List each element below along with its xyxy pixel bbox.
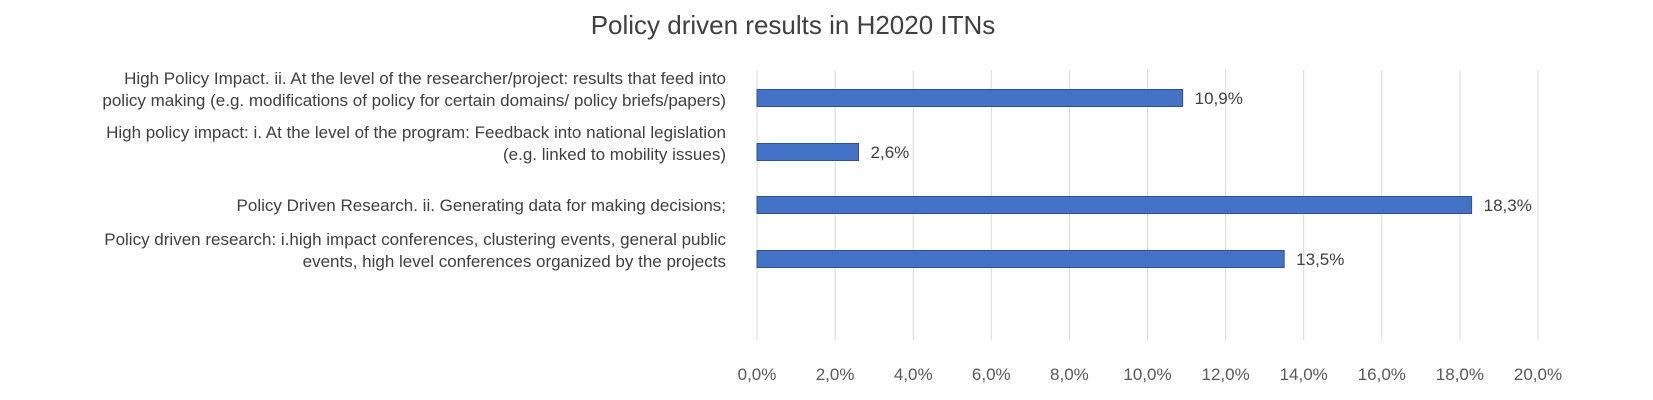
bar xyxy=(756,196,1473,214)
bars xyxy=(756,89,1473,268)
category-label: High Policy Impact. ii. At the level of … xyxy=(102,69,726,110)
x-tick-label: 4,0% xyxy=(894,365,933,384)
category-label-line: High policy impact: i. At the level of t… xyxy=(106,123,726,142)
data-label: 2,6% xyxy=(871,143,910,162)
x-tick-label: 8,0% xyxy=(1050,365,1089,384)
x-tick-label: 10,0% xyxy=(1123,365,1171,384)
category-label-line: events, high level conferences organized… xyxy=(303,252,726,271)
x-tick-label: 18,0% xyxy=(1436,365,1484,384)
category-label: High policy impact: i. At the level of t… xyxy=(106,123,726,164)
chart-title: Policy driven results in H2020 ITNs xyxy=(591,10,996,40)
category-label-line: policy making (e.g. modifications of pol… xyxy=(102,91,726,110)
category-label: Policy Driven Research. ii. Generating d… xyxy=(237,196,726,215)
x-tick-label: 12,0% xyxy=(1201,365,1249,384)
category-label-line: Policy driven research: i.high impact co… xyxy=(104,230,726,249)
x-tick-label: 16,0% xyxy=(1358,365,1406,384)
data-label: 13,5% xyxy=(1296,250,1344,269)
bar xyxy=(756,89,1184,107)
category-labels: High Policy Impact. ii. At the level of … xyxy=(102,69,726,271)
x-tick-label: 2,0% xyxy=(816,365,855,384)
category-label-line: High Policy Impact. ii. At the level of … xyxy=(124,69,726,88)
x-axis-ticks: 0,0% 2,0% 4,0% 6,0% 8,0% 10,0% 12,0% 14,0% 16,0%… xyxy=(738,365,1562,384)
category-label-line: (e.g. linked to mobility issues) xyxy=(503,145,726,164)
bar xyxy=(756,250,1285,268)
data-label: 18,3% xyxy=(1484,196,1532,215)
x-tick-label: 0,0% xyxy=(738,365,777,384)
category-label-line: Policy Driven Research. ii. Generating d… xyxy=(237,196,726,215)
x-tick-label: 20,0% xyxy=(1514,365,1562,384)
category-label: Policy driven research: i.high impact co… xyxy=(104,230,726,271)
x-tick-label: 14,0% xyxy=(1280,365,1328,384)
x-tick-label: 6,0% xyxy=(972,365,1011,384)
bar xyxy=(756,143,860,161)
data-labels: 10,9% 2,6% 18,3% 13,5% xyxy=(871,89,1532,269)
data-label: 10,9% xyxy=(1195,89,1243,108)
